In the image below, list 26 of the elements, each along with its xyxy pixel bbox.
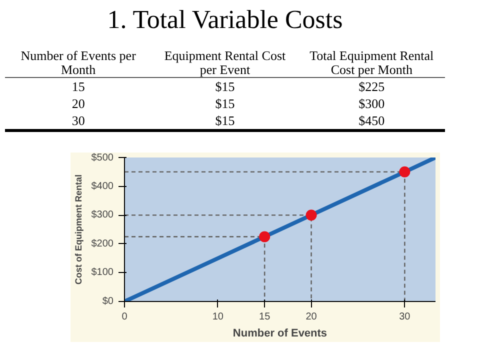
text: Number of Events per Month [5, 48, 152, 78]
y-tick-label: $0 [102, 296, 114, 307]
y-tick-label: $300 [91, 210, 114, 221]
x-tick-label: 10 [212, 312, 224, 322]
x-tick-label: 20 [306, 312, 318, 322]
text: $225 [358, 78, 386, 95]
chart-title: 1. Total Variable Costs [107, 5, 343, 35]
text: $15 [214, 112, 236, 130]
x-tick-label: 0 [122, 312, 128, 322]
text: 30 [70, 112, 86, 130]
text: $450 [358, 112, 386, 130]
text: $15 [214, 95, 236, 112]
text: $15 [214, 78, 236, 95]
text: $300 [358, 95, 386, 112]
y-tick-label: $200 [91, 238, 114, 250]
y-axis-title: Cost of Equipment Rental [73, 174, 84, 284]
y-tick-label: $400 [91, 180, 114, 192]
text: 20 [70, 95, 86, 112]
y-tick-label: $100 [91, 267, 114, 278]
x-axis-title: Number of Events [232, 328, 328, 340]
text: 15 [70, 78, 86, 95]
x-tick-label: 30 [399, 312, 411, 322]
x-tick-label: 15 [259, 312, 271, 322]
text: Equipment Rental Cost per Event [152, 48, 298, 78]
y-tick-label: $500 [91, 152, 114, 164]
text: Total Equipment Rental Cost per Month [298, 48, 445, 78]
